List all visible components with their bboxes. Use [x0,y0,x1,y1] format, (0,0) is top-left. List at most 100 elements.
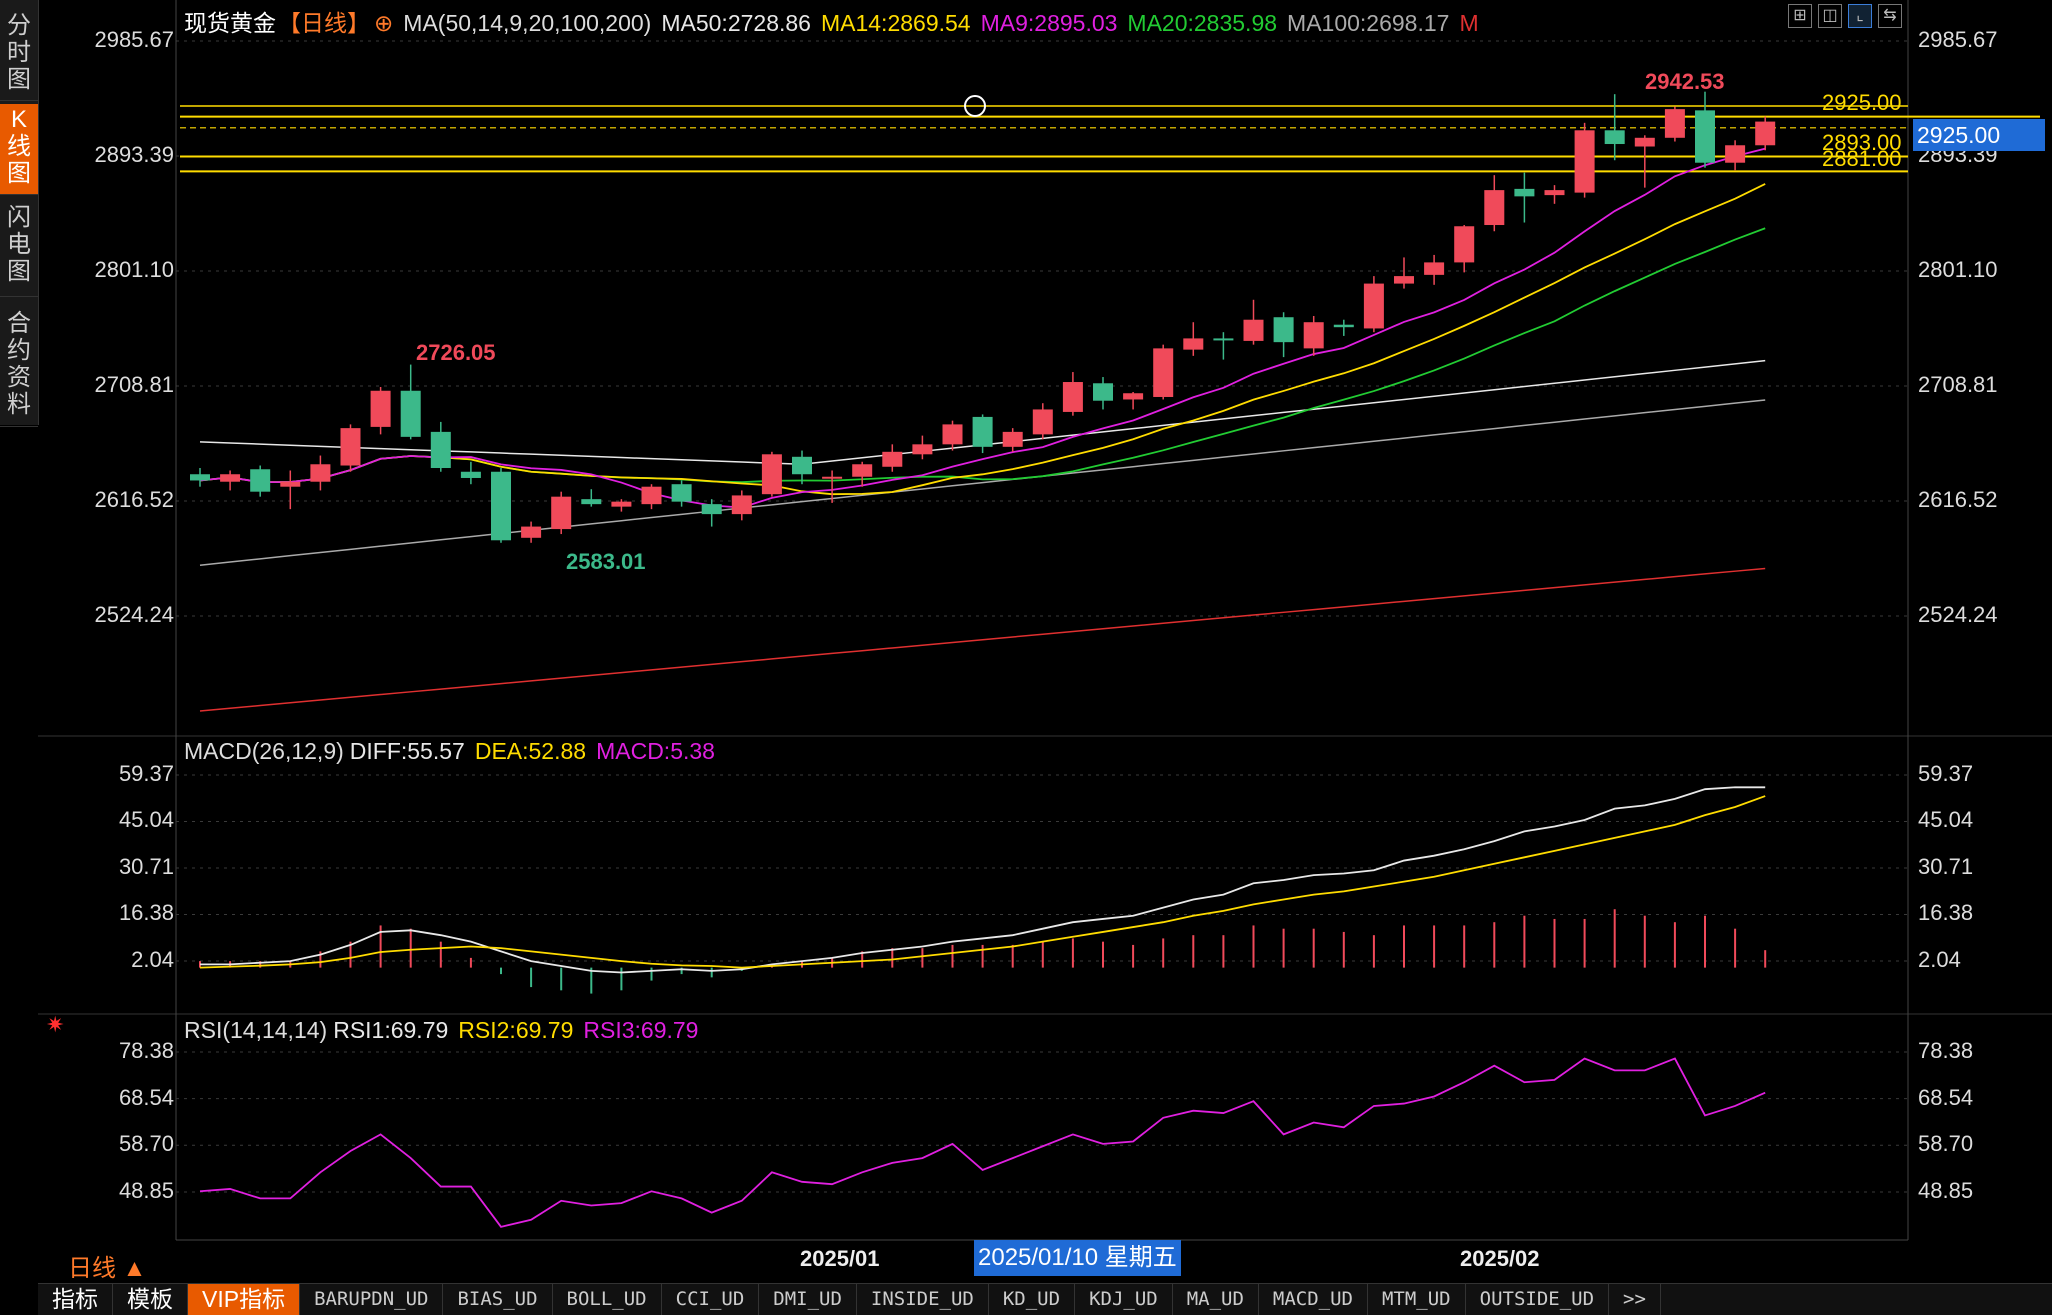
candle-body [310,464,331,482]
candle-body [912,444,933,455]
candle-body [1062,382,1083,412]
rsi-indicator [176,1051,1908,1228]
ma100-value: MA100:2698.17 [1287,10,1450,36]
arrows-icon[interactable]: ⇆ [1878,4,1902,28]
rsi1-value: RSI1:69.79 [333,1017,449,1043]
macd-dea-value: DEA:52.88 [474,738,587,764]
indicator-tab[interactable]: INSIDE_UD [857,1284,989,1315]
period-selector[interactable]: 日线 ▲ [68,1255,147,1282]
candle-body [340,428,361,466]
candle-body [1303,322,1324,349]
macd-tick-left: 59.37 [118,761,174,786]
candle-body [1424,262,1445,275]
indicator-tab[interactable]: BOLL_UD [553,1284,662,1315]
rsi-legend-name[interactable]: RSI(14,14,14) [184,1017,328,1043]
indicator-tab[interactable]: DMI_UD [759,1284,857,1315]
indicator-tab[interactable]: BIAS_UD [443,1284,553,1315]
grid-icon[interactable]: ⊞ [1788,4,1812,28]
macd-diff-line [200,786,1766,974]
price-tick-right: 2708.81 [1918,372,1998,397]
add-indicator-icon[interactable]: ⊕ [374,10,394,36]
rsi-tick-right: 58.70 [1918,1131,1974,1157]
annotation-low1: 2583.01 [566,549,646,574]
hline-label-2881: 2881.00 [1822,146,1902,171]
price-tick-right: 2524.24 [1918,602,1998,627]
ma14-line [199,183,1766,496]
chart-icon[interactable]: ⌞ [1848,4,1872,28]
price-tick-left: 2985.67 [94,27,174,52]
period-tag[interactable]: 【日线】 [278,10,370,36]
candle-body [1183,338,1204,350]
candle-body [1213,338,1234,341]
split-icon[interactable]: ◫ [1818,4,1842,28]
candle-body [1454,226,1475,263]
more-ma-toggle[interactable]: M [1459,10,1479,36]
macd-tick-right: 59.37 [1918,761,1974,786]
indicator-tab[interactable]: BARUPDN_UD [300,1284,444,1315]
ma-params[interactable]: MA(50,14,9,20,100,200) [403,10,652,36]
price-tick-left: 2524.24 [94,602,174,627]
indicator-tab[interactable]: MTM_UD [1368,1284,1466,1315]
candle-body [1634,137,1655,147]
candle-body [671,484,692,502]
macd-legend-name[interactable]: MACD(26,12,9) [184,738,344,764]
candle-body [1032,409,1053,435]
candle-body [190,474,210,481]
candle-body [1755,121,1776,146]
hline-label-2893: 2893.00 [1822,130,1902,155]
candle-body [641,486,662,505]
indicator-tab[interactable]: VIP指标 [188,1284,301,1315]
tab-kline[interactable]: K线图 [0,104,38,195]
candle-body [822,476,843,479]
chart-type-sidebar: 分时图 K线图 闪电图 合约资料 [0,0,39,427]
indicator-tab[interactable]: 指标 [38,1284,113,1315]
rsi-tick-right: 78.38 [1918,1038,1974,1063]
symbol-name: 现货黄金 [184,10,276,36]
line-handle-icon [964,95,986,118]
macd-tick-left: 45.04 [118,807,174,833]
indicator-tab[interactable]: >> [1609,1284,1661,1315]
indicator-tab[interactable]: MACD_UD [1259,1284,1368,1315]
price-tick-right: 2801.10 [1918,256,1998,282]
indicator-tab[interactable]: KD_UD [989,1284,1076,1315]
hline-label-2925: 2925.00 [1822,90,1902,115]
rsi-settings-icon[interactable]: ✷ [46,1012,65,1037]
candle-body [460,471,481,478]
candle-body [731,495,752,515]
tab-contract-info[interactable]: 合约资料 [0,306,38,427]
rsi-tick-left: 68.54 [118,1084,174,1110]
candle-body [1363,283,1384,329]
indicator-tab[interactable]: 模板 [113,1284,188,1315]
candle-body [852,464,873,477]
candle-body [1273,317,1294,343]
candle-body [250,469,271,492]
candle-body [1394,276,1414,284]
tab-flash[interactable]: 闪电图 [0,200,38,297]
rsi-tick-right: 68.54 [1918,1084,1974,1110]
candle-body [1123,393,1144,400]
macd-tick-right: 16.38 [1918,900,1974,926]
price-tick-left: 2801.10 [94,256,174,282]
candle-body [220,474,241,482]
macd-tick-right: 30.71 [1918,853,1974,879]
candle-body [491,471,511,541]
indicator-tab[interactable]: CCI_UD [662,1284,760,1315]
main-legend: 现货黄金【日线】 ⊕ MA(50,14,9,20,100,200) MA50:2728… [184,4,1489,38]
tab-timeshare[interactable]: 分时图 [0,8,38,101]
tab-flash-label: 闪电图 [7,204,31,285]
rsi-tick-left: 58.70 [118,1131,174,1157]
candle-body [1333,324,1354,328]
candle-body [370,390,391,427]
candle-body [882,451,903,467]
candle-body [761,454,782,495]
macd-legend: MACD(26,12,9) DIFF:55.57 DEA:52.88 MACD:5.3… [184,738,725,765]
indicator-tab[interactable]: OUTSIDE_UD [1466,1284,1610,1315]
candle-body [972,416,993,447]
macd-indicator [176,774,1908,994]
macd-dea-line [199,795,1766,969]
price-tick-right: 2985.67 [1918,27,1998,52]
indicator-tab[interactable]: MA_UD [1173,1284,1259,1315]
indicator-tab[interactable]: KDJ_UD [1075,1284,1173,1315]
ma20-value: MA20:2835.98 [1127,10,1278,36]
